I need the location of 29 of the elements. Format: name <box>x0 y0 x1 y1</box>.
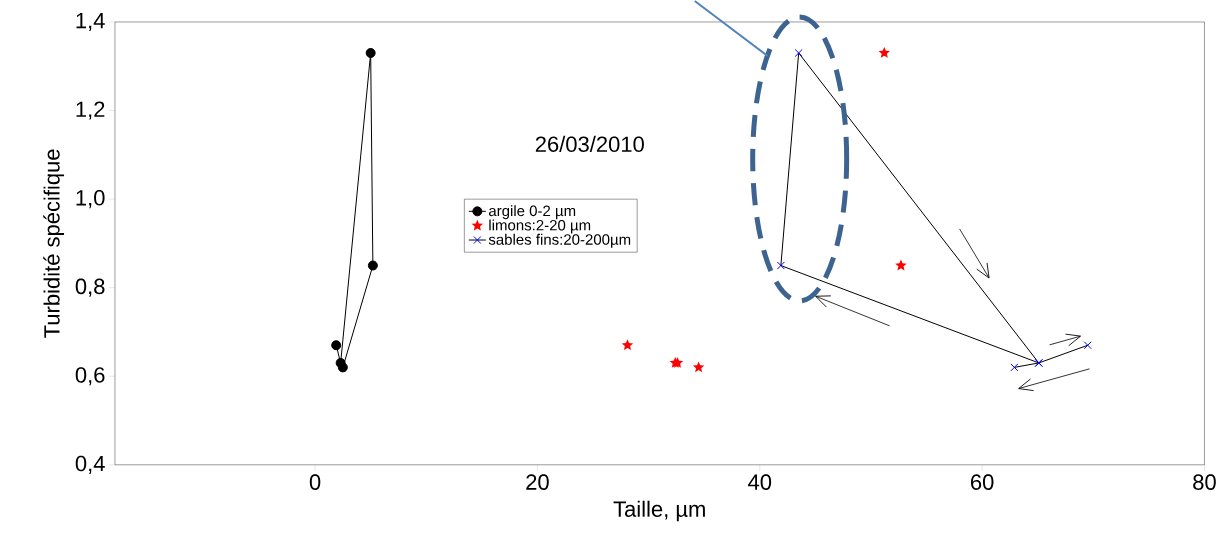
point <box>794 49 803 58</box>
y-tick-label: 1,2 <box>76 101 105 120</box>
y-axis-title: Turbidité spécifique <box>43 149 65 338</box>
point <box>365 48 376 59</box>
x-tick-label: 40 <box>748 474 772 490</box>
point <box>1083 341 1092 350</box>
y-tick-label: 1,0 <box>76 190 105 209</box>
point <box>1010 363 1019 372</box>
y-tick-label: 0,8 <box>75 278 105 297</box>
x-tick-label: 80 <box>1193 474 1216 490</box>
point <box>692 361 705 373</box>
legend-label: limons:2-20 µm <box>489 219 591 234</box>
y-tick-label: 1,4 <box>76 13 105 32</box>
x-axis-title: Taille, µm <box>613 500 705 522</box>
point <box>776 261 785 270</box>
point <box>331 340 342 351</box>
x-tick-label: 0 <box>309 474 321 490</box>
point <box>621 339 634 351</box>
annotation: 26/03/2010 <box>535 135 644 153</box>
x-tick-label: 60 <box>971 474 994 490</box>
x-tick-label: 20 <box>526 474 549 490</box>
point <box>895 259 907 271</box>
point <box>367 260 378 271</box>
legend-label: sables fins:20-200µm <box>488 233 631 248</box>
y-tick-label: 0,6 <box>75 367 105 386</box>
point <box>337 362 348 373</box>
point <box>878 47 890 58</box>
y-tick-label: 0,4 <box>75 455 105 474</box>
legend-label: argile 0-2 µm <box>488 205 576 220</box>
